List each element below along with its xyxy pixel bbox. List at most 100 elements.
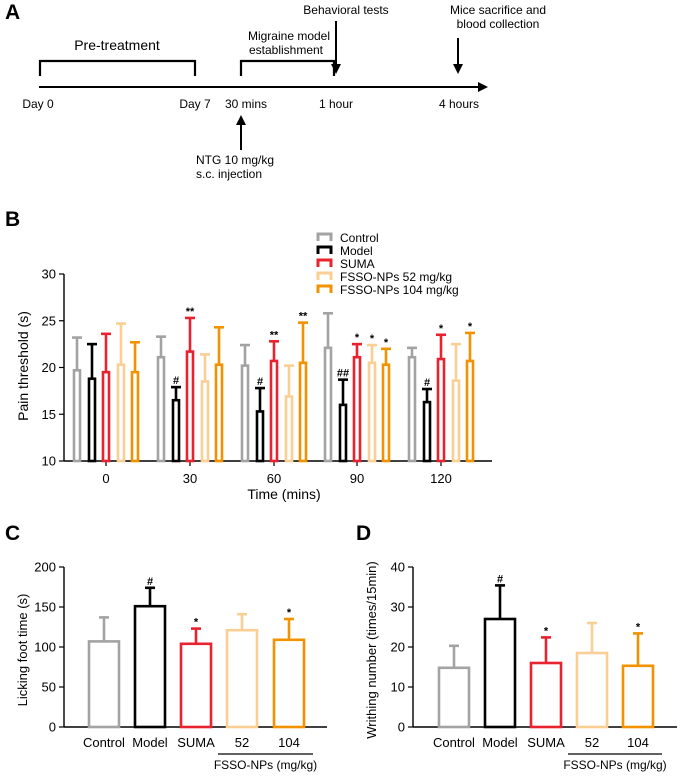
chart-c-control-bar xyxy=(87,640,121,729)
chart-d-y-tick-label: 0 xyxy=(398,720,405,735)
chart-b-model-t120-significance-label: # xyxy=(424,377,430,389)
chart-b-suma-t90-significance-label: * xyxy=(355,332,360,344)
behavioral-arrow-head xyxy=(331,64,341,74)
chart-b-legend-label-fsso-nps-104-mg-kg: FSSO-NPs 104 mg/kg xyxy=(340,283,459,297)
chart-b-suma-t120-significance-label: * xyxy=(439,323,444,335)
chart-c-52-bar xyxy=(225,628,259,729)
chart-c-suma-significance-label: * xyxy=(194,617,199,629)
chart-b-control-t120-bar xyxy=(407,355,417,463)
chart-d-model-significance-label: # xyxy=(497,573,503,585)
chart-d-52-x-label: 52 xyxy=(585,735,599,750)
chart-b-y-tick-label: 30 xyxy=(42,267,56,282)
chart-b-x-tick-label: 0 xyxy=(102,471,109,486)
chart-b-legend-label-suma: SUMA xyxy=(340,257,375,271)
chart-b-model-t0-bar xyxy=(87,377,97,463)
panel-letter-c: C xyxy=(5,522,20,545)
panel-letter-d: D xyxy=(356,522,371,545)
chart-b-model-t30-bar xyxy=(171,398,181,463)
panel-letter-a: A xyxy=(5,1,20,24)
chart-b-control-t30-bar xyxy=(156,355,166,463)
chart-b-model-t30-significance-label: # xyxy=(173,375,179,387)
chart-b-suma-t60-significance-label: ** xyxy=(270,329,279,341)
chart-c-model-x-label: Model xyxy=(132,735,168,750)
chart-c-y-tick-label: 0 xyxy=(49,720,56,735)
chart-b-fsso-nps-104-mg-kg-t90-significance-label: * xyxy=(384,337,389,349)
chart-b-legend-swatch-control xyxy=(316,232,333,241)
chart-c-suma-x-label: SUMA xyxy=(177,735,215,750)
chart-b-model-t60-bar xyxy=(255,410,265,463)
chart-b-fsso-nps-52-mg-kg-t0-bar xyxy=(116,363,126,463)
chart-d-model-bar xyxy=(483,617,517,729)
chart-d-group-label: FSSO-NPs (mg/kg) xyxy=(563,758,666,772)
chart-c-104-significance-label: * xyxy=(287,607,292,619)
chart-b-fsso-nps-104-mg-kg-t120-bar xyxy=(465,359,475,463)
chart-d-y-tick-label: 20 xyxy=(391,640,405,655)
sacrifice-label-line1: Mice sacrifice and xyxy=(450,3,546,17)
chart-b-legend-label-fsso-nps-52-mg-kg: FSSO-NPs 52 mg/kg xyxy=(340,270,452,284)
chart-b: Pain threshold (s) Time (mins) 10 15 20 25 3… xyxy=(15,231,492,502)
chart-d-suma-bar xyxy=(529,661,563,729)
tick-30mins: 30 mins xyxy=(225,97,267,111)
chart-b-fsso-nps-104-mg-kg-t60-bar xyxy=(298,361,308,463)
chart-b-fsso-nps-104-mg-kg-t30-bar xyxy=(214,363,224,463)
behavioral-label: Behavioral tests xyxy=(303,3,388,17)
chart-b-y-tick-label: 15 xyxy=(42,407,56,422)
ntg-arrow-head xyxy=(236,115,246,125)
chart-b-model-t120-bar xyxy=(422,400,432,463)
chart-c-y-tick-label: 100 xyxy=(34,640,56,655)
chart-b-x-tick-label: 120 xyxy=(430,471,452,486)
sacrifice-label-line2: blood collection xyxy=(457,17,540,31)
chart-b-x-tick-label: 60 xyxy=(267,471,281,486)
migraine-label-line2: establishment xyxy=(249,43,324,57)
chart-b-legend-label-control: Control xyxy=(340,231,379,245)
chart-d-104-bar xyxy=(621,664,655,729)
chart-b-legend-label-model: Model xyxy=(340,244,373,258)
chart-b-y-tick-label: 25 xyxy=(42,313,56,328)
chart-b-legend-swatch-suma xyxy=(316,258,333,267)
migraine-label-line1: Migraine model xyxy=(248,29,330,43)
chart-d-control-bar xyxy=(437,666,471,729)
chart-d-y-tick-label: 40 xyxy=(391,560,405,575)
chart-d-52-bar xyxy=(575,651,609,729)
chart-b-control-t0-bar xyxy=(72,369,82,463)
chart-c-y-tick-label: 150 xyxy=(34,600,56,615)
chart-b-model-t90-significance-label: ## xyxy=(337,368,349,380)
chart-c-model-significance-label: # xyxy=(147,576,153,588)
chart-b-control-t90-bar xyxy=(323,346,333,463)
chart-b-suma-t90-bar xyxy=(352,355,362,463)
tick-1hour: 1 hour xyxy=(319,97,353,111)
chart-d-y-tick-label: 30 xyxy=(391,600,405,615)
chart-b-ylabel: Pain threshold (s) xyxy=(15,311,31,421)
migraine-bracket xyxy=(239,59,336,76)
chart-b-x-tick-label: 90 xyxy=(350,471,364,486)
chart-b-xlabel: Time (mins) xyxy=(247,486,320,502)
chart-b-control-t60-bar xyxy=(240,364,250,463)
chart-d-104-x-label: 104 xyxy=(627,735,649,750)
chart-b-model-t90-bar xyxy=(338,403,348,463)
chart-c: Licking foot time (s) 0 50 100 150 200 Contro… xyxy=(15,560,327,772)
chart-b-suma-t30-significance-label: ** xyxy=(186,306,195,318)
chart-b-suma-t0-bar xyxy=(101,370,111,463)
chart-b-fsso-nps-52-mg-kg-t90-significance-label: * xyxy=(370,333,375,345)
tick-4hours: 4 hours xyxy=(439,97,479,111)
tick-day0: Day 0 xyxy=(22,97,54,111)
chart-d-104-significance-label: * xyxy=(636,621,641,633)
chart-c-control-x-label: Control xyxy=(83,735,125,750)
chart-c-104-x-label: 104 xyxy=(278,735,300,750)
chart-b-fsso-nps-104-mg-kg-t0-bar xyxy=(130,370,140,463)
chart-b-fsso-nps-52-mg-kg-t60-bar xyxy=(284,395,294,463)
chart-d-suma-significance-label: * xyxy=(544,625,549,637)
chart-c-ylabel: Licking foot time (s) xyxy=(15,594,30,707)
chart-d-y-tick-label: 10 xyxy=(391,680,405,695)
chart-b-model-t60-significance-label: # xyxy=(257,376,263,388)
chart-b-legend-swatch-model xyxy=(316,245,333,254)
sacrifice-arrow-head xyxy=(453,64,463,74)
pretreatment-bracket xyxy=(38,59,197,76)
panel-letter-b: B xyxy=(5,208,20,231)
tick-day7: Day 7 xyxy=(179,97,211,111)
chart-b-fsso-nps-52-mg-kg-t30-bar xyxy=(200,380,210,463)
chart-b-suma-t120-bar xyxy=(436,357,446,463)
chart-b-suma-t60-bar xyxy=(269,359,279,463)
chart-d: Writhing number (times/15min) 0 10 20 30 40 C… xyxy=(364,560,677,772)
chart-c-104-bar xyxy=(272,638,306,729)
